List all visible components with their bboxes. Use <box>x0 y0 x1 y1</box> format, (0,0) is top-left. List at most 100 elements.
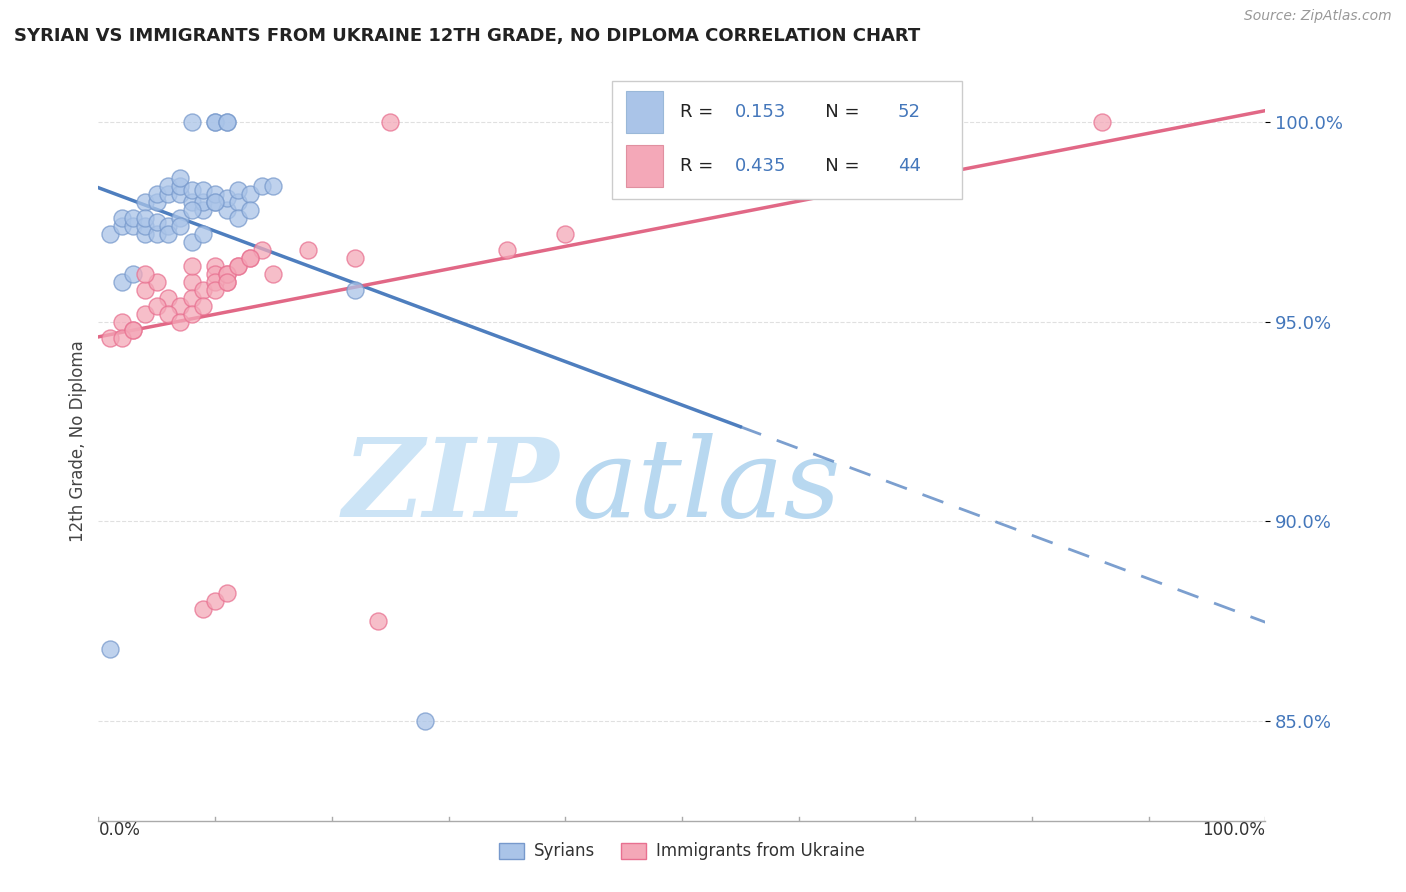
Point <box>134 227 156 241</box>
Point <box>215 191 238 205</box>
Point <box>180 235 202 249</box>
Point <box>134 211 156 225</box>
Point <box>134 283 156 297</box>
Point <box>250 243 273 257</box>
Point <box>146 187 169 202</box>
Point <box>215 275 238 289</box>
Text: Source: ZipAtlas.com: Source: ZipAtlas.com <box>1244 9 1392 23</box>
Point <box>180 203 202 218</box>
Point <box>204 187 226 202</box>
Point <box>134 267 156 281</box>
Point <box>380 115 402 129</box>
Point <box>98 331 121 345</box>
Point <box>228 183 250 197</box>
Y-axis label: 12th Grade, No Diploma: 12th Grade, No Diploma <box>69 341 87 542</box>
Point <box>215 203 238 218</box>
Point <box>204 594 226 608</box>
Point <box>134 219 156 233</box>
Point <box>262 179 284 194</box>
Text: 100.0%: 100.0% <box>1202 821 1265 838</box>
Point <box>146 299 169 313</box>
Text: 0.435: 0.435 <box>734 157 786 175</box>
Point <box>134 195 156 210</box>
Point <box>193 602 215 616</box>
Point <box>239 251 262 265</box>
Text: SYRIAN VS IMMIGRANTS FROM UKRAINE 12TH GRADE, NO DIPLOMA CORRELATION CHART: SYRIAN VS IMMIGRANTS FROM UKRAINE 12TH G… <box>14 27 921 45</box>
Point <box>228 211 250 225</box>
Point <box>204 195 226 210</box>
Point <box>228 259 250 273</box>
Point <box>215 115 238 129</box>
Point <box>157 291 180 305</box>
Point <box>157 227 180 241</box>
Point <box>344 251 367 265</box>
Point <box>122 219 145 233</box>
Point <box>204 115 226 129</box>
Point <box>169 315 191 329</box>
Text: ZIP: ZIP <box>343 434 560 541</box>
Point <box>111 275 134 289</box>
Point <box>204 195 226 210</box>
Text: N =: N = <box>808 103 865 121</box>
Point <box>157 187 180 202</box>
Point <box>111 315 134 329</box>
Point <box>215 267 238 281</box>
Text: 0.0%: 0.0% <box>98 821 141 838</box>
Bar <box>626 91 664 133</box>
Point <box>228 259 250 273</box>
Point <box>367 614 389 628</box>
Point <box>204 259 226 273</box>
Bar <box>626 145 664 187</box>
Point <box>122 267 145 281</box>
Point <box>134 307 156 321</box>
Point <box>146 227 169 241</box>
Point <box>122 323 145 337</box>
Text: 0.153: 0.153 <box>734 103 786 121</box>
Point <box>193 203 215 218</box>
Point <box>228 195 250 210</box>
Point <box>262 267 284 281</box>
Point <box>193 299 215 313</box>
Point <box>554 227 576 241</box>
Point <box>496 243 519 257</box>
Point <box>111 211 134 225</box>
Point <box>122 211 145 225</box>
Point <box>157 219 180 233</box>
Point <box>146 275 169 289</box>
Point <box>1091 115 1114 129</box>
Point <box>98 642 121 657</box>
Point <box>193 183 215 197</box>
Text: R =: R = <box>679 103 718 121</box>
Point <box>215 267 238 281</box>
Point <box>239 187 262 202</box>
Point <box>215 586 238 600</box>
Text: 44: 44 <box>898 157 921 175</box>
Point <box>193 227 215 241</box>
Point <box>215 275 238 289</box>
Point <box>239 203 262 218</box>
Point <box>157 179 180 194</box>
Point <box>122 323 145 337</box>
Point <box>111 331 134 345</box>
Point <box>180 307 202 321</box>
Point <box>157 307 180 321</box>
Point <box>180 115 202 129</box>
Point <box>204 283 226 297</box>
Text: atlas: atlas <box>571 434 841 541</box>
Point <box>169 179 191 194</box>
Point <box>98 227 121 241</box>
Legend: Syrians, Immigrants from Ukraine: Syrians, Immigrants from Ukraine <box>495 838 869 865</box>
Point <box>204 267 226 281</box>
Point <box>204 115 226 129</box>
Text: 52: 52 <box>898 103 921 121</box>
Point <box>204 275 226 289</box>
Point <box>169 211 191 225</box>
Point <box>180 291 202 305</box>
Point <box>169 299 191 313</box>
Text: N =: N = <box>808 157 865 175</box>
Point <box>169 187 191 202</box>
Point <box>180 275 202 289</box>
Point <box>297 243 319 257</box>
Point <box>111 219 134 233</box>
Point <box>193 195 215 210</box>
